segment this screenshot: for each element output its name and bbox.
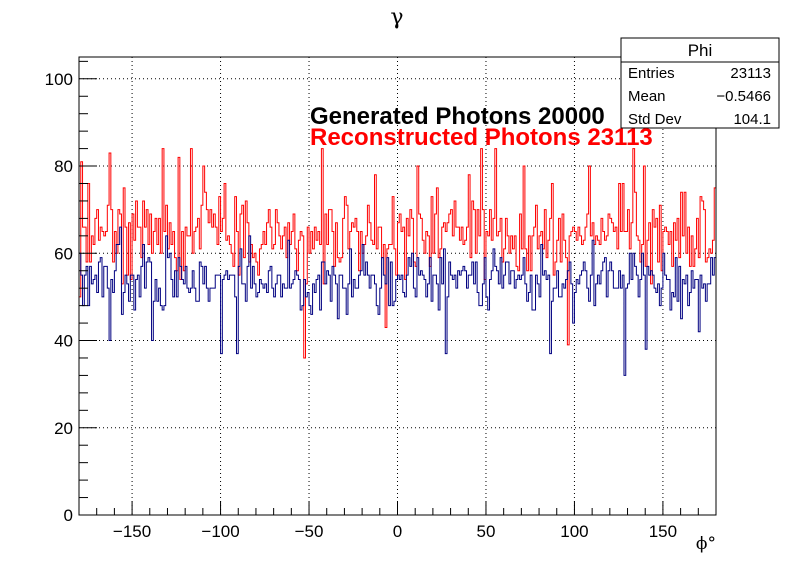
x-tick-label-5: 100 (560, 522, 588, 541)
annotation-generated: Generated Photons 20000 (310, 103, 605, 130)
y-tick-label-2: 40 (54, 332, 73, 351)
stats-entries-label: Entries (628, 65, 675, 82)
x-axis-title: ϕ° (696, 534, 716, 554)
y-tick-label-3: 60 (54, 244, 73, 263)
histogram-series-0 (79, 148, 716, 359)
stats-box-title: Phi (688, 41, 713, 60)
y-tick-label-4: 80 (54, 157, 73, 176)
x-tick-label-2: −50 (295, 522, 324, 541)
chart-title: γ (390, 5, 403, 30)
tick-labels: −150 −100 −50 0 50 100 150 0 20 40 60 80 100 (45, 70, 677, 541)
stats-stddev-label: Std Dev (628, 111, 682, 128)
stats-box: Phi Entries 23113 Mean −0.5466 Std Dev 1… (620, 37, 780, 129)
stats-box-frame (620, 37, 780, 129)
y-tick-label-1: 20 (54, 419, 73, 438)
annotation-reconstructed: Reconstructed Photons 23113 (310, 124, 653, 151)
histogram-series (79, 148, 716, 376)
y-tick-label-0: 0 (64, 506, 73, 525)
x-tick-label-6: 150 (649, 522, 677, 541)
y-tick-label-5: 100 (45, 70, 73, 89)
stats-mean-value: −0.5466 (716, 88, 771, 105)
x-tick-label-3: 0 (393, 522, 402, 541)
stats-entries-value: 23113 (730, 65, 771, 82)
x-tick-label-0: −150 (113, 522, 151, 541)
stats-mean-label: Mean (628, 88, 666, 105)
histogram-series-1 (79, 226, 716, 376)
x-tick-label-4: 50 (477, 522, 496, 541)
x-tick-label-1: −100 (201, 522, 239, 541)
stats-stddev-value: 104.1 (733, 111, 771, 128)
axes (78, 56, 717, 516)
